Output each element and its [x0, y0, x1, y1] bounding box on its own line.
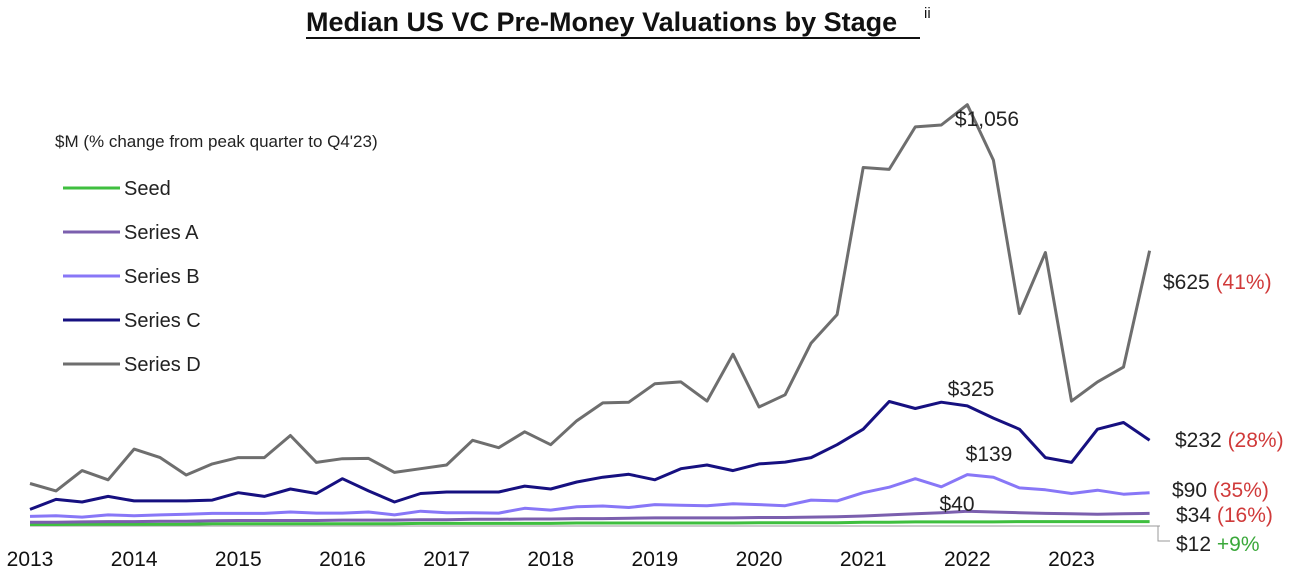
- peak-label-series-a: $40: [939, 493, 974, 516]
- end-label-series-c: $232 (28%): [1175, 429, 1284, 452]
- end-label-series-d: $625 (41%): [1163, 271, 1272, 294]
- legend-label-seed: Seed: [124, 178, 171, 200]
- x-tick-label-2018: 2018: [527, 548, 574, 571]
- x-axis-ticks: 2013 2014 2015 2016 2017 2018 2019 2020 2021 2022…: [7, 548, 1095, 571]
- chart-title-superscript: ii: [924, 5, 931, 22]
- end-label-seed: $12 +9%: [1176, 533, 1260, 556]
- peak-labels: $40 $139 $325 $1,056: [939, 108, 1019, 516]
- series-line-series-c: [29, 400, 1151, 511]
- peak-label-series-b: $139: [966, 443, 1013, 466]
- x-tick-label-2020: 2020: [736, 548, 783, 571]
- x-tick-label-2022: 2022: [944, 548, 991, 571]
- x-tick-label-2014: 2014: [111, 548, 158, 571]
- legend-label-series-c: Series C: [124, 310, 201, 332]
- x-tick-label-2016: 2016: [319, 548, 366, 571]
- series-lines: [29, 103, 1152, 526]
- x-tick-label-2023: 2023: [1048, 548, 1095, 571]
- x-tick-label-2015: 2015: [215, 548, 262, 571]
- x-tick-label-2021: 2021: [840, 548, 887, 571]
- end-label-series-b: $90 (35%): [1172, 479, 1269, 502]
- end-label-series-a: $34 (16%): [1176, 504, 1273, 527]
- x-tick-label-2013: 2013: [7, 548, 54, 571]
- series-line-series-b: [29, 473, 1150, 519]
- seed-leader-line: [1157, 526, 1170, 542]
- series-line-series-d: [29, 103, 1152, 493]
- series-line-seed: [30, 520, 1150, 526]
- legend-label-series-a: Series A: [124, 222, 199, 244]
- chart-title-group: Median US VC Pre-Money Valuations by Sta…: [306, 5, 931, 39]
- end-labels: $12 +9% $34 (16%)$90 (35%) $232 (28%) $625 …: [1157, 271, 1284, 556]
- x-tick-label-2017: 2017: [423, 548, 470, 571]
- legend-label-series-d: Series D: [124, 354, 201, 376]
- x-tick-label-2019: 2019: [632, 548, 679, 571]
- peak-label-series-d: $1,056: [955, 108, 1019, 131]
- legend-label-series-b: Series B: [124, 266, 200, 288]
- series-line-series-a: [30, 509, 1150, 524]
- chart-title: Median US VC Pre-Money Valuations by Sta…: [306, 7, 897, 37]
- peak-label-series-c: $325: [948, 378, 995, 401]
- chart-subtitle: $M (% change from peak quarter to Q4'23): [55, 132, 378, 151]
- legend: Seed Series A Series B Series C Series D: [63, 178, 201, 376]
